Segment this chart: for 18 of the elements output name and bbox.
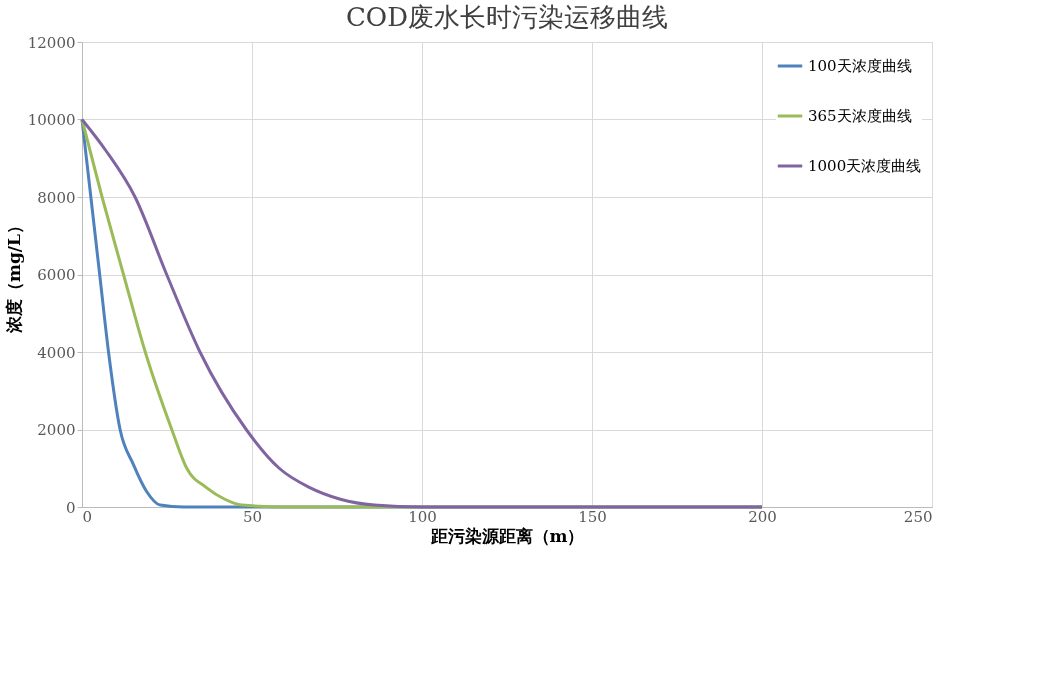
x-tick-label: 200 bbox=[748, 507, 777, 526]
x-tick-label: 150 bbox=[578, 507, 607, 526]
y-tick-label: 8000 bbox=[37, 188, 76, 207]
legend-label: 365天浓度曲线 bbox=[808, 107, 912, 125]
y-tick-label: 2000 bbox=[37, 421, 76, 439]
y-tick-label: 6000 bbox=[37, 266, 76, 284]
y-tick-label: 12000 bbox=[27, 33, 76, 52]
y-tick-label: 4000 bbox=[37, 343, 76, 362]
x-tick-label: 100 bbox=[408, 507, 437, 526]
x-tick-label: 50 bbox=[242, 507, 263, 526]
y-axis-title: 浓度（mg/L） bbox=[3, 216, 24, 335]
legend-label: 100天浓度曲线 bbox=[808, 57, 912, 75]
x-axis-title: 距污染源距离（m） bbox=[429, 525, 585, 546]
y-tick-label: 10000 bbox=[27, 111, 76, 129]
x-tick-label: 250 bbox=[903, 507, 933, 526]
chart-title: COD废水长时污染运移曲线 bbox=[345, 2, 669, 32]
x-tick-label: 0 bbox=[82, 507, 93, 526]
legend-label: 1000天浓度曲线 bbox=[808, 157, 922, 175]
